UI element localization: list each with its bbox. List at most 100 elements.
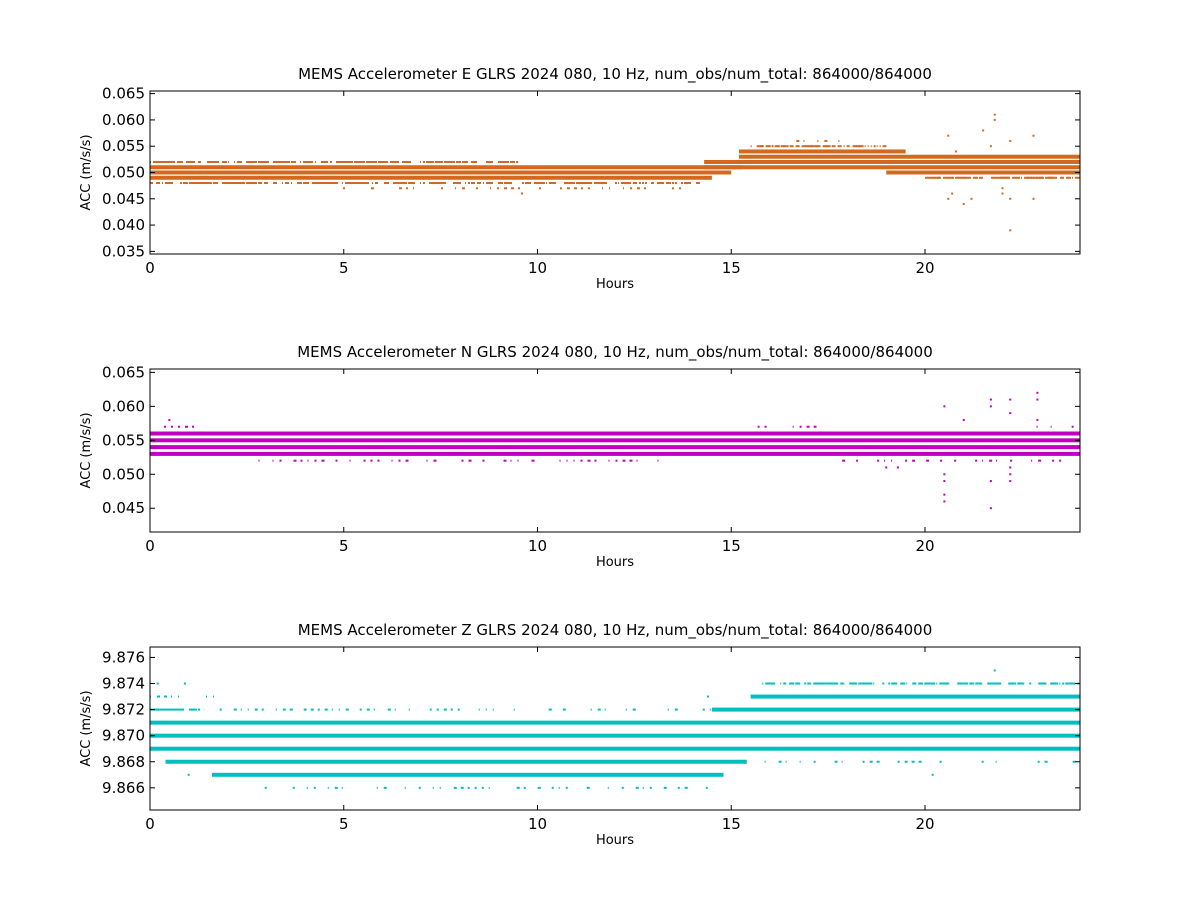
x-tick-label-e-2: 10: [528, 259, 547, 277]
data-point-e-15: [1032, 197, 1035, 200]
x-tick-label-e-3: 15: [722, 259, 741, 277]
chart-title-n: MEMS Accelerometer N GLRS 2024 080, 10 H…: [297, 343, 933, 362]
data-marks-z: [150, 669, 1080, 789]
y-tick-label-z-3: 9.872: [102, 701, 145, 719]
data-band-e-12: [750, 145, 887, 148]
y-tick-label-e-3: 0.050: [102, 164, 145, 182]
y-tick-label-e-4: 0.055: [102, 137, 145, 155]
data-point-z-2: [187, 773, 190, 776]
data-point-e-14: [1032, 134, 1035, 137]
y-tick-label-e-6: 0.065: [102, 85, 145, 103]
data-band-e-13: [796, 139, 840, 142]
y-tick-label-e-2: 0.045: [102, 190, 145, 208]
data-point-e-13: [1009, 229, 1012, 232]
x-tick-label-z-3: 15: [722, 815, 741, 833]
data-band-z-13: [219, 708, 711, 711]
data-band-n-8: [1036, 425, 1074, 428]
data-band-e-7: [886, 170, 1080, 175]
x-tick-label-n-4: 20: [915, 537, 934, 555]
data-point-n-18: [885, 466, 888, 469]
data-band-z-2: [165, 759, 747, 764]
x-axis-ticks-e: 0 5 10 15 20: [145, 91, 935, 277]
data-point-e-10: [1001, 192, 1004, 195]
data-band-n-0: [258, 459, 659, 462]
data-band-e-1: [150, 182, 700, 185]
data-point-z-3: [993, 669, 996, 672]
data-point-n-17: [1036, 418, 1039, 421]
data-point-n-14: [1009, 480, 1012, 483]
data-point-z-0: [156, 682, 159, 685]
plot-frame-n: [149, 368, 1081, 533]
data-band-e-6: [925, 176, 1080, 179]
y-tick-label-z-5: 9.876: [102, 648, 145, 666]
data-point-n-13: [1009, 473, 1012, 476]
data-point-n-20: [962, 418, 965, 421]
y-axis-label-n: ACC (m/s/s): [79, 412, 94, 488]
data-band-z-5: [150, 720, 1080, 725]
x-tick-label-n-0: 0: [145, 537, 155, 555]
data-point-n-1: [943, 405, 946, 408]
data-band-n-2: [150, 445, 1080, 450]
chart-panel-n: MEMS Accelerometer N GLRS 2024 080, 10 H…: [79, 343, 1081, 570]
x-tick-label-z-0: 0: [145, 815, 155, 833]
x-tick-label-n-3: 15: [722, 537, 741, 555]
data-marks-e: [150, 113, 1080, 232]
y-tick-label-n-4: 0.065: [102, 363, 145, 381]
y-tick-label-z-1: 9.868: [102, 753, 145, 771]
chart-panel-e: MEMS Accelerometer E GLRS 2024 080, 10 H…: [79, 65, 1081, 292]
data-band-z-12: [253, 721, 712, 724]
data-band-e-3: [150, 170, 732, 175]
data-point-e-2: [947, 197, 950, 200]
y-axis-label-e: ACC (m/s/s): [79, 134, 94, 210]
y-tick-label-e-1: 0.040: [102, 216, 145, 234]
data-point-e-4: [962, 203, 965, 206]
x-tick-label-z-1: 5: [339, 815, 349, 833]
x-tick-label-e-4: 20: [915, 259, 934, 277]
y-axis-ticks-z: 9.866 9.868 9.870 9.872 9.874 9.876: [102, 648, 1080, 797]
data-band-n-4: [150, 431, 1080, 436]
data-point-n-11: [1009, 412, 1012, 415]
y-tick-label-z-0: 9.866: [102, 779, 145, 797]
chart-title-e: MEMS Accelerometer E GLRS 2024 080, 10 H…: [298, 65, 932, 84]
x-axis-ticks-n: 0 5 10 15 20: [145, 369, 935, 555]
data-point-e-9: [1001, 187, 1004, 190]
y-tick-label-n-0: 0.045: [102, 499, 145, 517]
y-tick-label-e-0: 0.035: [102, 242, 145, 260]
y-axis-label-z: ACC (m/s/s): [79, 690, 94, 766]
y-tick-label-z-4: 9.874: [102, 675, 145, 693]
data-point-e-17: [955, 150, 957, 153]
y-tick-label-z-2: 9.870: [102, 727, 145, 745]
data-band-e-8: [704, 165, 1080, 170]
chart-panel-z: MEMS Accelerometer Z GLRS 2024 080, 10 H…: [79, 621, 1081, 848]
data-band-z-10: [762, 682, 1080, 685]
data-band-e-11: [739, 149, 906, 154]
data-point-n-7: [989, 405, 992, 408]
data-marks-n: [150, 391, 1080, 510]
data-band-z-9: [750, 694, 1080, 699]
data-band-e-2: [150, 175, 712, 180]
data-band-z-0: [264, 786, 708, 789]
data-band-n-7: [842, 459, 1062, 462]
chart-title-z: MEMS Accelerometer Z GLRS 2024 080, 10 H…: [298, 621, 933, 640]
x-tick-label-n-2: 10: [528, 537, 547, 555]
data-point-e-12: [1009, 197, 1012, 200]
data-point-e-16: [989, 145, 992, 148]
data-band-e-10: [739, 154, 1080, 159]
data-point-n-10: [1009, 398, 1012, 401]
plot-frame-z: [149, 646, 1081, 811]
data-point-n-5: [943, 500, 946, 503]
y-tick-label-n-1: 0.050: [102, 465, 145, 483]
data-band-e-0: [343, 187, 681, 190]
data-band-z-7: [711, 707, 1080, 712]
x-axis-label-e: Hours: [596, 277, 634, 292]
data-point-e-1: [947, 134, 950, 137]
data-point-n-12: [1009, 466, 1012, 469]
data-point-e-8: [993, 118, 996, 121]
data-point-n-4: [943, 493, 946, 496]
y-tick-label-n-3: 0.060: [102, 397, 145, 415]
data-point-n-0: [168, 418, 171, 421]
y-tick-label-e-5: 0.060: [102, 111, 145, 129]
data-point-n-2: [943, 473, 946, 476]
data-band-e-4: [150, 165, 743, 170]
